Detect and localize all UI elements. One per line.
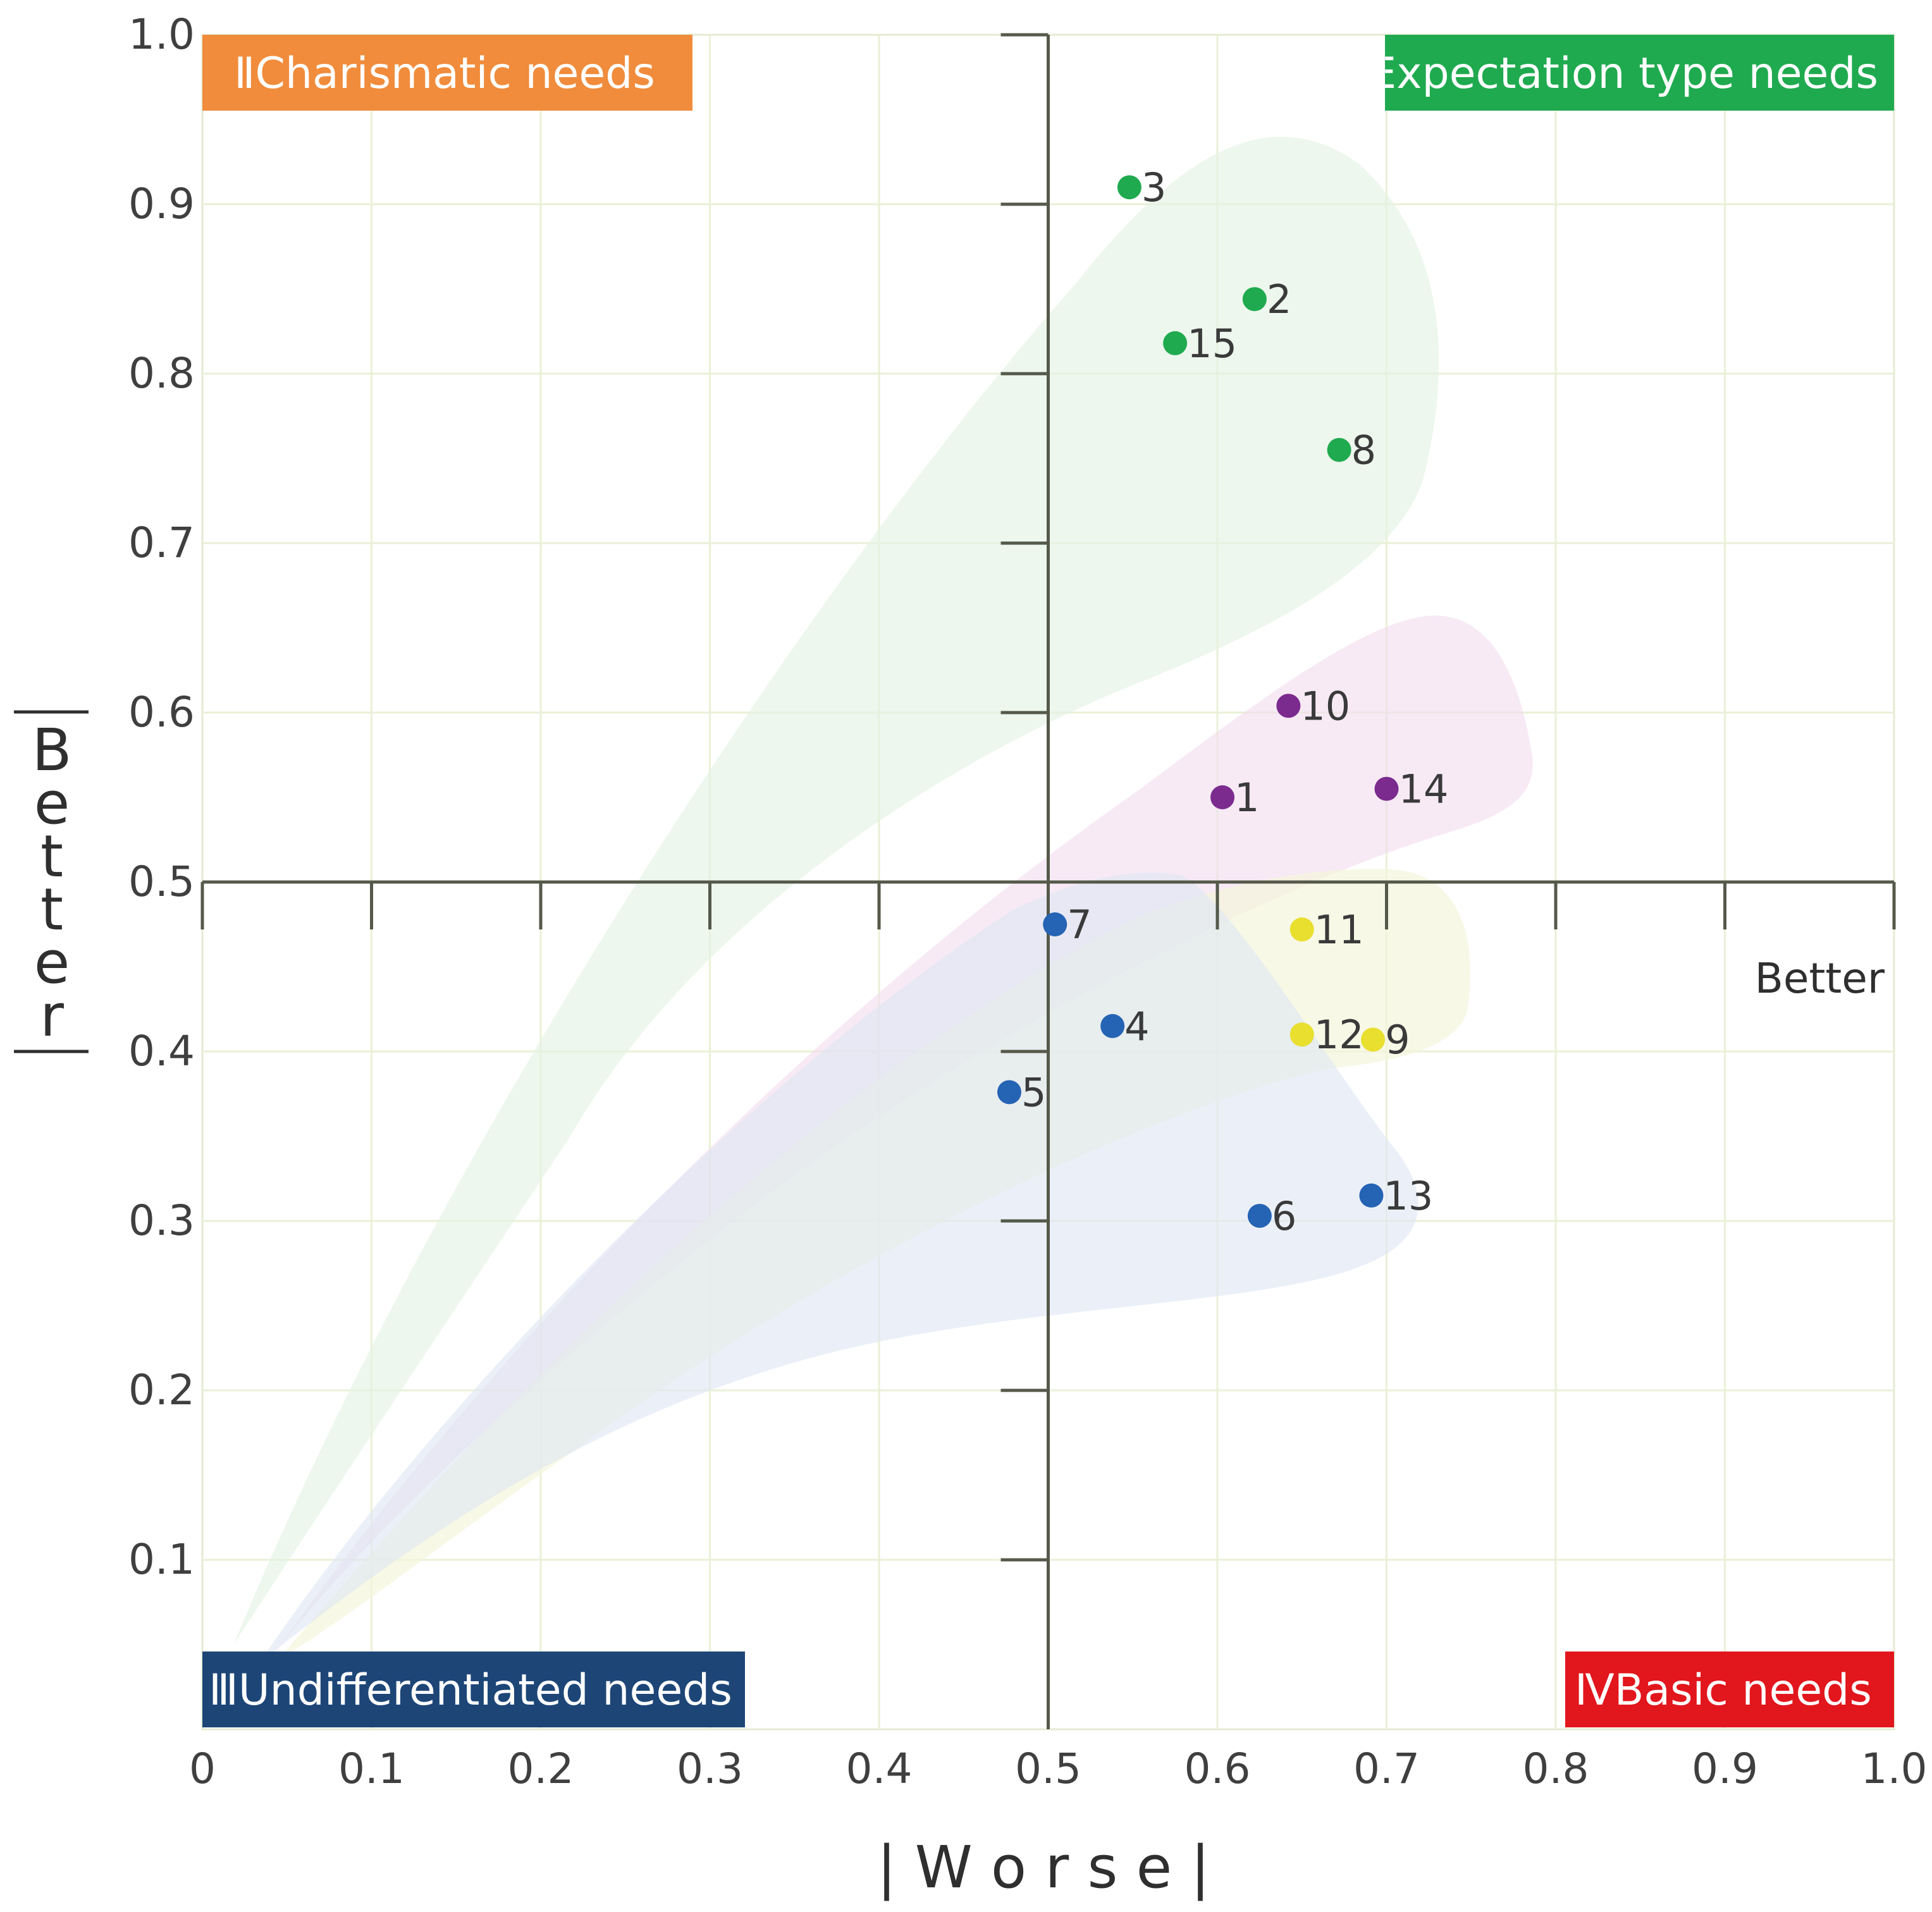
quadrant-label-top-right: I Expectation type needs <box>1343 49 1878 99</box>
x-tick-label: 0.7 <box>1353 1744 1420 1793</box>
x-tick-label: 0.2 <box>508 1744 574 1793</box>
data-point-15 <box>1163 331 1188 355</box>
y-tick-label: 0.6 <box>128 688 195 737</box>
data-point-11 <box>1289 917 1314 942</box>
data-point-label-15: 15 <box>1187 321 1237 367</box>
y-tick-label: 0.4 <box>128 1027 195 1076</box>
quadrant-label-bottom-right: ⅣBasic needs <box>1575 1665 1872 1715</box>
data-point-label-10: 10 <box>1300 683 1350 729</box>
x-tick-label: 1.0 <box>1861 1744 1928 1793</box>
quadrant-box-bottom-left <box>202 1652 745 1727</box>
x-tick-label: 0.9 <box>1692 1744 1758 1793</box>
data-point-label-8: 8 <box>1351 427 1376 474</box>
x-tick-label: 0.1 <box>338 1744 405 1793</box>
data-point-5 <box>997 1080 1021 1105</box>
y-axis-title-letter: B <box>32 716 71 784</box>
data-point-12 <box>1289 1022 1314 1047</box>
axis-titles: | W o r s e | Better Better <box>14 710 1885 1901</box>
data-point-label-7: 7 <box>1067 902 1092 948</box>
quadrant-label-top-left: ⅡCharismatic needs <box>234 49 655 99</box>
axes: 0 0.1 0.2 0.3 0.4 0.5 0.6 0.7 0.8 0.9 1.0 0.1 0.2 0.3… <box>128 10 1927 1793</box>
x-tick-label: 0.3 <box>677 1744 743 1793</box>
data-point-label-2: 2 <box>1267 276 1291 322</box>
quadrant-box-top-left <box>202 35 692 111</box>
quadrant-label-bottom-left: ⅢUndifferentiated needs <box>209 1665 732 1715</box>
quadrant-box-bottom-right <box>1565 1652 1894 1727</box>
y-tick-label: 0.2 <box>128 1366 195 1414</box>
x-tick-label: 0.8 <box>1523 1744 1589 1793</box>
data-point-10 <box>1276 694 1301 718</box>
region-undifferentiated-needs <box>259 873 1418 1663</box>
data-point-6 <box>1247 1203 1272 1228</box>
y-tick-label: 0.8 <box>128 349 195 398</box>
x-tick-label: 0.6 <box>1184 1744 1251 1793</box>
y-axis-title-letter: e <box>34 769 70 837</box>
data-point-label-4: 4 <box>1124 1003 1149 1050</box>
y-axis-title: Better <box>32 716 71 1050</box>
y-tick-label: 1.0 <box>128 10 195 59</box>
data-point-13 <box>1359 1183 1384 1208</box>
data-points: 3 2 15 8 10 1 14 11 12 9 7 4 5 6 13 <box>997 164 1448 1239</box>
data-point-14 <box>1374 776 1399 801</box>
y-axis-title-letter: t <box>40 876 63 943</box>
data-point-label-6: 6 <box>1272 1193 1296 1239</box>
y-axis-title-letter: t <box>40 823 63 890</box>
data-point-label-5: 5 <box>1021 1069 1046 1115</box>
data-point-9 <box>1361 1027 1386 1052</box>
data-point-label-14: 14 <box>1399 766 1449 812</box>
data-point-label-3: 3 <box>1141 164 1166 211</box>
y-tick-label: 0.1 <box>128 1535 195 1584</box>
data-point-label-1: 1 <box>1234 775 1259 821</box>
x-tick-label: 0.5 <box>1015 1744 1081 1793</box>
x-tick-label: 0.4 <box>846 1744 913 1793</box>
region-expectation-needs <box>234 137 1439 1644</box>
region-charismatic-needs <box>272 615 1533 1657</box>
data-point-1 <box>1210 785 1235 809</box>
quadrant-box-top-right <box>1385 35 1894 111</box>
data-point-2 <box>1242 287 1267 312</box>
cluster-regions <box>234 137 1533 1663</box>
x-axis-title: | W o r s e | <box>877 1834 1210 1901</box>
data-point-label-13: 13 <box>1383 1173 1433 1219</box>
y-tick-label: 0.3 <box>128 1196 195 1245</box>
y-tick-label: 0.5 <box>128 857 195 906</box>
quadrant-labels: I Expectation type needs ⅡCharismatic nee… <box>202 35 1894 1727</box>
y-axis-title-letter: e <box>34 929 70 996</box>
data-point-8 <box>1327 438 1351 462</box>
y-tick-label: 0.7 <box>128 518 195 567</box>
y-tick-label: 0.9 <box>128 180 195 228</box>
x-tick-label: 0 <box>189 1744 216 1793</box>
inner-better-label: Better <box>1755 954 1885 1003</box>
data-point-3 <box>1117 175 1141 200</box>
data-point-label-11: 11 <box>1314 907 1364 953</box>
data-point-label-12: 12 <box>1314 1012 1364 1058</box>
data-point-4 <box>1100 1014 1125 1038</box>
y-axis-title-letter: r <box>40 982 64 1050</box>
data-point-7 <box>1043 912 1068 936</box>
data-point-label-9: 9 <box>1385 1017 1410 1063</box>
